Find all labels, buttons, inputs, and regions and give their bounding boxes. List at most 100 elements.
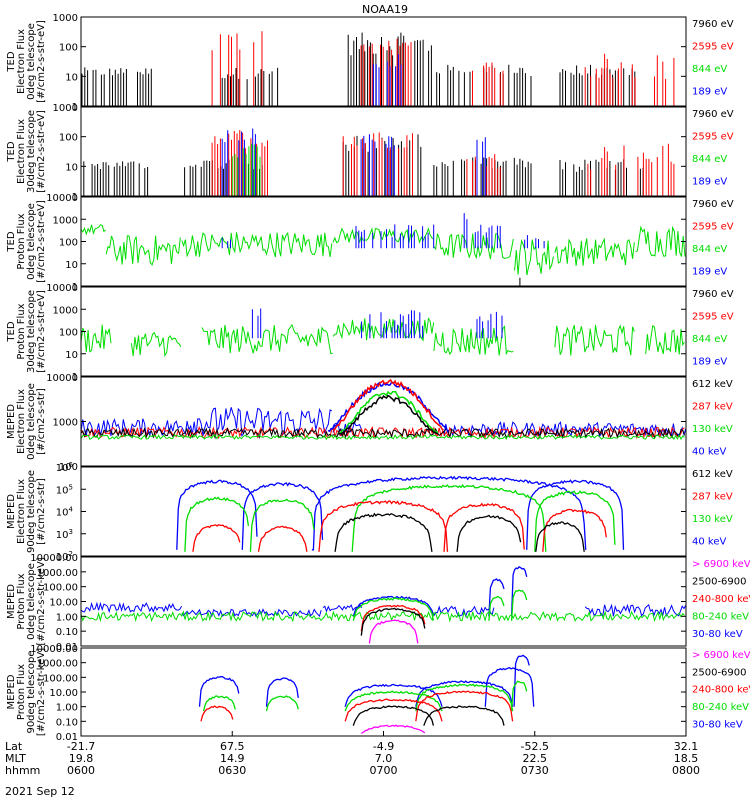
y-tick-label: 100 [59, 328, 78, 339]
series-blue-hump-0-2 [344, 683, 443, 707]
y-tick-label: 10 [65, 260, 78, 271]
series-red-1 [211, 130, 675, 196]
series-green-0 [81, 317, 685, 358]
series-green-hump-3-1 [488, 595, 505, 621]
series-blue-hump-0-1 [265, 677, 299, 707]
series-black-hump-5-0 [360, 607, 426, 636]
y-tick-exponent: 4 [69, 506, 74, 514]
x-tick-label: 14.9 [220, 752, 245, 765]
x-tick-label: 0700 [370, 764, 398, 777]
y-axis-label-line: [#/cm2-s-str] [36, 478, 47, 545]
y-tick-label: 105 [56, 483, 73, 496]
series-red-1 [211, 31, 675, 106]
y-axis-label-line: 0deg telescope [26, 563, 37, 640]
y-tick-label: 10 [65, 350, 78, 361]
plot-area [81, 308, 685, 358]
series-red-hump-2-3 [443, 502, 525, 552]
chart-title: NOAA19 [362, 3, 408, 16]
y-axis-label-line: Electron Flux [16, 389, 27, 454]
y-tick-label: 100 [59, 133, 78, 144]
y-tick-label: 1000.00 [37, 568, 78, 579]
y-tick-label: 1 [72, 192, 78, 203]
y-tick-exponent: 5 [69, 483, 73, 491]
x-tick-label: 0800 [672, 764, 700, 777]
legend-entry: 240-800 keV [692, 685, 750, 696]
y-axis-label-line: 0deg telescope [26, 203, 37, 280]
legend-entry: 2595 eV [692, 222, 734, 233]
y-tick-label: 103 [56, 528, 73, 541]
y-axis-label-line: Proton Flux [16, 573, 27, 629]
series-green-6 [338, 390, 439, 435]
series-black-7 [337, 394, 439, 435]
legend-entry: 2500-6900 [692, 577, 747, 588]
y-tick-label: 1000 [53, 103, 78, 114]
x-tick-label: 0630 [218, 764, 246, 777]
y-tick-exponent: 6 [69, 461, 74, 469]
series-red-hump-2-0 [200, 705, 234, 722]
series-blue-1 [251, 308, 503, 339]
y-axis-label-line: [#/cm2-s-str-keV] [36, 557, 47, 645]
y-tick-label: 0.01 [56, 732, 78, 743]
legend-entry: 7960 eV [692, 109, 734, 120]
legend-entry: 130 keV [692, 424, 733, 435]
legend-entry: 2500-6900 [692, 667, 747, 678]
legend-entry: 189 eV [692, 177, 727, 188]
series-black-hump-3-0 [334, 512, 433, 552]
y-axis-label-line: 90deg telescope [26, 470, 37, 553]
x-tick-label: 19.8 [69, 752, 94, 765]
y-axis-label-line: 90deg telescope [26, 650, 37, 733]
series-green-hump-1-0 [184, 496, 250, 552]
series-green-hump-1-3 [534, 490, 616, 552]
series-black-hump-3-1 [423, 705, 505, 726]
series-magenta-hump-6-0 [368, 619, 419, 644]
x-row-label: Lat [5, 740, 23, 753]
legend-entry: 240-800 keV [692, 594, 750, 605]
series-red-hump-2-2 [318, 500, 449, 552]
y-axis-label-line: TED [6, 231, 17, 252]
y-axis-label-line: MEPED [6, 404, 17, 439]
x-tick-label: 0730 [521, 764, 549, 777]
legend-entry: 844 eV [692, 244, 727, 255]
series-green-3 [231, 143, 261, 196]
panel-2: 1 10 100 1000 TEDElectron Flux30deg telescop… [6, 103, 734, 203]
y-tick-label: 1000 [53, 418, 78, 429]
y-axis-label-line: Proton Flux [16, 213, 27, 269]
y-tick-exponent: 3 [69, 528, 73, 536]
x-tick-label: 32.1 [674, 740, 699, 753]
legend-entry: 844 eV [692, 334, 727, 345]
y-axis-label-line: MEPED [6, 584, 17, 619]
y-axis-label-line: 0deg telescope [26, 23, 37, 100]
series-blue-hump-0-3 [526, 479, 625, 550]
y-tick-label: 10000.00 [30, 644, 78, 655]
plot-area [81, 128, 675, 196]
series-green-hump-1-3 [415, 683, 514, 712]
panel-frame [80, 106, 687, 197]
legend-entry: 287 keV [692, 492, 733, 503]
y-tick-label: 1 [72, 372, 78, 383]
y-axis-label-line: Electron Flux [16, 119, 27, 184]
legend-entry: 2595 eV [692, 42, 734, 53]
y-axis-label: MEPEDProton Flux90deg telescope[#/cm2-s-… [6, 648, 47, 736]
legend-entry: 2595 eV [692, 312, 734, 323]
series-red-hump-2-1 [257, 525, 308, 552]
series-green-hump-3-2 [510, 589, 528, 621]
y-axis-label-line: 30deg telescope [26, 290, 37, 373]
y-tick-label: 100 [59, 462, 78, 473]
series-black-hump-3-0 [352, 705, 435, 726]
legend-entry: 7960 eV [692, 289, 734, 300]
series-black-hump-3-1 [456, 514, 522, 552]
y-axis-label-line: [#/cm2-s-str-eV] [36, 20, 47, 103]
y-tick-label: 104 [56, 506, 74, 519]
y-tick-label: 10.00 [49, 598, 78, 609]
x-tick-label: -21.7 [67, 740, 95, 753]
series-blue-hump-0-0 [176, 479, 258, 550]
legend-entry: 30-80 keV [692, 719, 743, 730]
y-axis-label-line: 0deg telescope [26, 383, 37, 460]
legend-entry: > 6900 keV [692, 650, 750, 661]
x-row-label: hhmm [5, 764, 40, 777]
series-red-5 [332, 378, 444, 431]
x-tick-label: -52.5 [521, 740, 549, 753]
